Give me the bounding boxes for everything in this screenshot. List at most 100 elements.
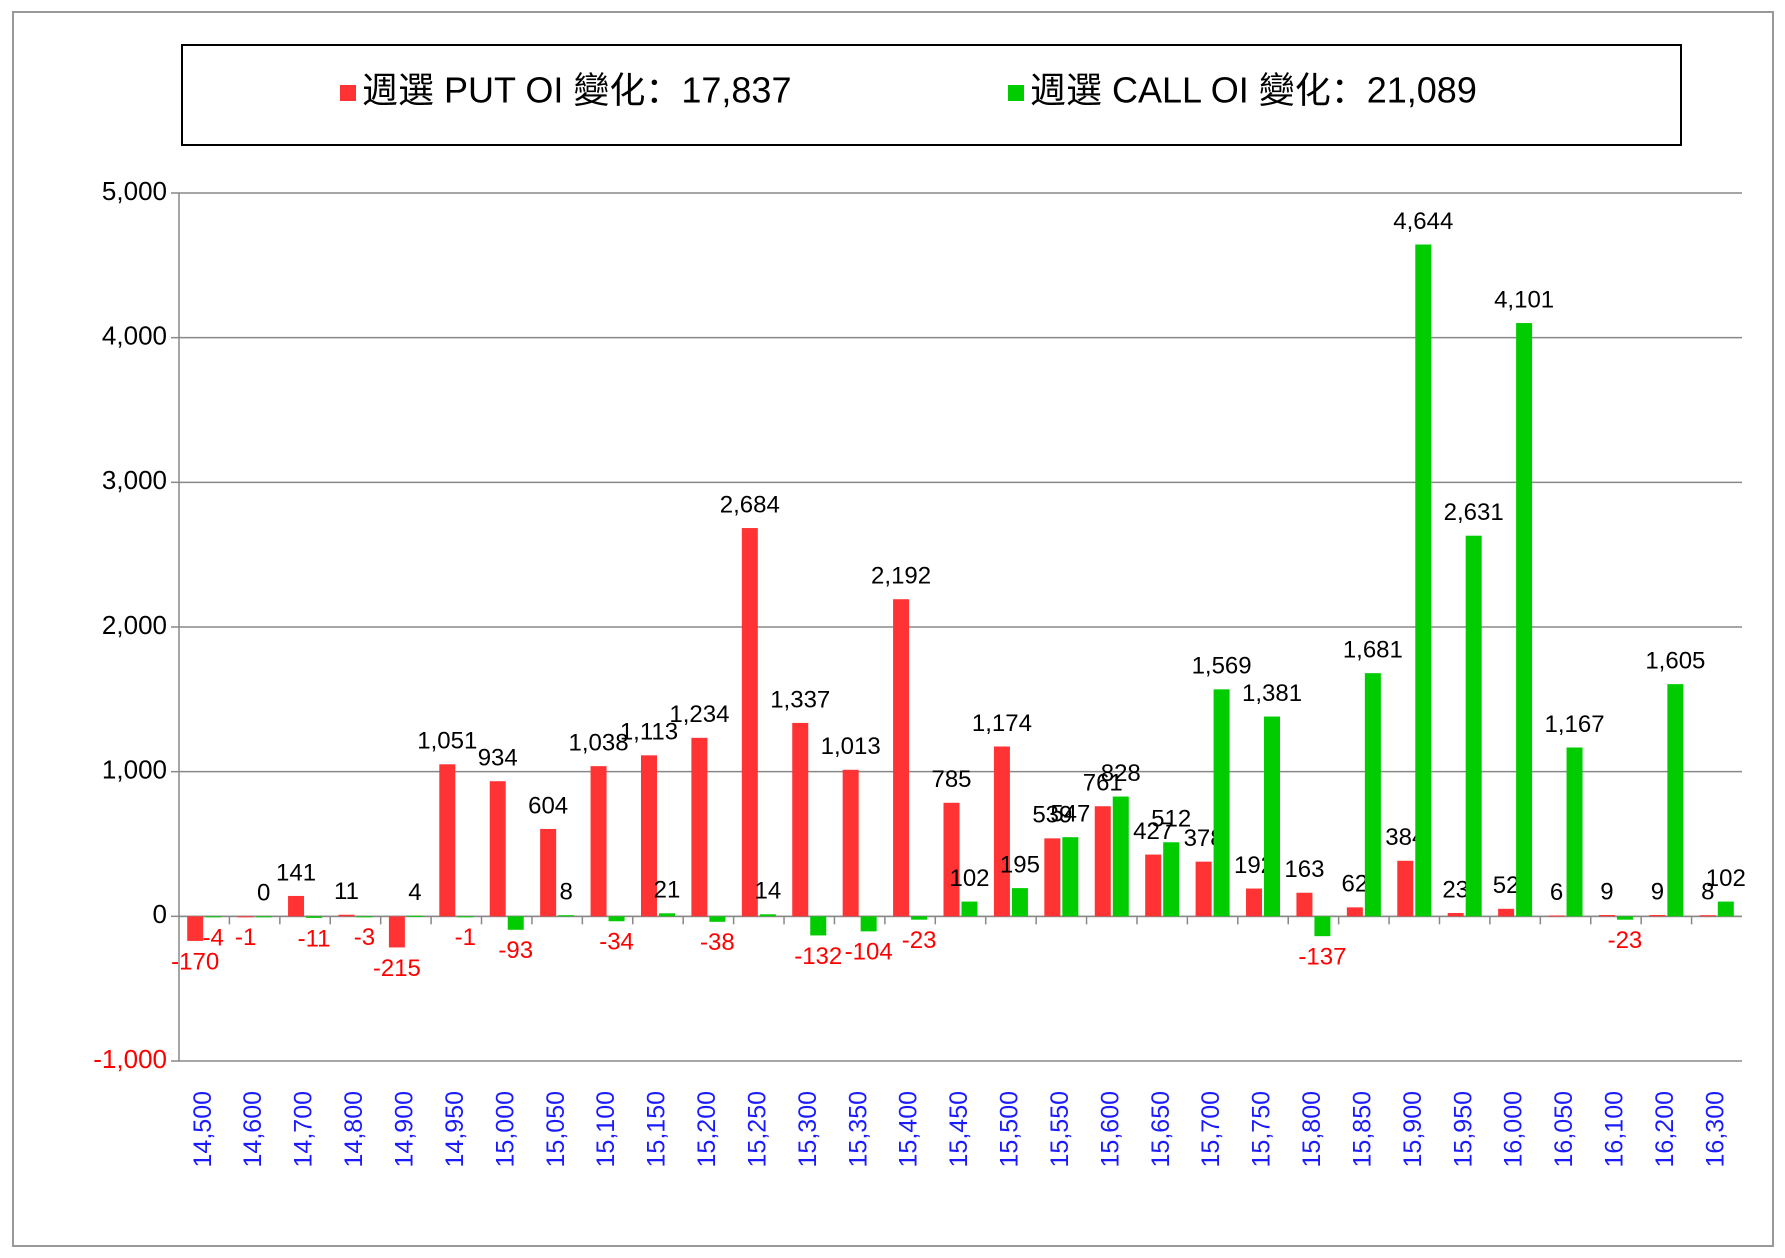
bar bbox=[1213, 689, 1230, 917]
bar bbox=[1346, 907, 1363, 917]
bar bbox=[489, 781, 506, 917]
bar bbox=[1094, 806, 1111, 917]
bar bbox=[1044, 838, 1061, 917]
bar bbox=[1415, 244, 1432, 917]
y-tick-label: 2,000 bbox=[102, 610, 167, 640]
bar bbox=[1011, 888, 1028, 917]
data-label: 1,167 bbox=[1545, 711, 1605, 738]
bar bbox=[288, 895, 305, 917]
bar bbox=[356, 916, 373, 918]
bar bbox=[439, 764, 456, 917]
legend-swatch bbox=[1008, 85, 1024, 101]
bar bbox=[911, 916, 928, 920]
bar bbox=[893, 599, 910, 917]
bar bbox=[658, 913, 675, 917]
bar bbox=[255, 916, 272, 918]
x-tick-label: 15,650 bbox=[1147, 1091, 1175, 1167]
bar bbox=[507, 916, 524, 930]
bar bbox=[1649, 915, 1666, 917]
x-tick-label: 15,550 bbox=[1046, 1091, 1074, 1167]
bar bbox=[792, 722, 809, 917]
data-label: -23 bbox=[1608, 927, 1643, 954]
data-label: 1,174 bbox=[972, 710, 1032, 737]
legend-label: 週選 CALL OI 變化：21,089 bbox=[1030, 70, 1477, 111]
bar bbox=[540, 828, 557, 917]
x-tick-label: 15,150 bbox=[643, 1091, 671, 1167]
x-tick-label: 14,700 bbox=[290, 1091, 318, 1167]
data-label: 828 bbox=[1101, 760, 1141, 787]
bar bbox=[860, 916, 877, 932]
y-tick-label: 0 bbox=[153, 899, 167, 929]
data-label: 8 bbox=[559, 879, 572, 906]
data-label: 195 bbox=[1000, 851, 1040, 878]
data-label: 2,631 bbox=[1444, 499, 1504, 526]
data-label: -38 bbox=[700, 929, 735, 956]
data-label: 102 bbox=[1706, 865, 1746, 892]
bar bbox=[1296, 892, 1313, 917]
bar bbox=[759, 914, 776, 917]
x-tick-label: 15,050 bbox=[542, 1091, 570, 1167]
bar bbox=[1717, 901, 1734, 917]
bar bbox=[961, 901, 978, 917]
bar bbox=[1465, 535, 1482, 917]
bar bbox=[1447, 913, 1464, 917]
data-label: 761 bbox=[1083, 770, 1123, 797]
x-tick-label: 16,300 bbox=[1701, 1091, 1729, 1167]
bar bbox=[1598, 915, 1615, 917]
data-label: -215 bbox=[373, 955, 421, 982]
data-label: 512 bbox=[1151, 806, 1191, 833]
data-label: -23 bbox=[902, 927, 937, 954]
y-tick-label: -1,000 bbox=[93, 1044, 167, 1074]
x-tick-label: 14,500 bbox=[189, 1091, 217, 1167]
bar bbox=[558, 915, 575, 917]
bar bbox=[1112, 796, 1129, 917]
x-tick-label: 15,300 bbox=[794, 1091, 822, 1167]
legend-swatch bbox=[340, 85, 356, 101]
data-label: 9 bbox=[1600, 878, 1613, 905]
bar bbox=[1246, 888, 1263, 917]
x-tick-label: 15,800 bbox=[1298, 1091, 1326, 1167]
bar bbox=[1163, 842, 1180, 917]
x-tick-label: 15,000 bbox=[491, 1091, 519, 1167]
x-tick-label: 15,250 bbox=[743, 1091, 771, 1167]
data-label: 1,038 bbox=[569, 730, 629, 757]
data-label: 934 bbox=[478, 745, 518, 772]
bar bbox=[842, 769, 859, 917]
bar bbox=[608, 916, 625, 922]
x-tick-label: 15,400 bbox=[895, 1091, 923, 1167]
data-label: 1,605 bbox=[1645, 647, 1705, 674]
data-label: -11 bbox=[298, 925, 331, 952]
data-label: 604 bbox=[528, 792, 568, 819]
bar bbox=[1062, 837, 1079, 917]
x-tick-label: 15,750 bbox=[1248, 1091, 1276, 1167]
data-label: 4 bbox=[408, 879, 421, 906]
data-label: 2,192 bbox=[871, 563, 931, 590]
data-label: -1 bbox=[455, 924, 476, 951]
data-label: -170 bbox=[171, 948, 219, 975]
x-tick-label: 15,950 bbox=[1449, 1091, 1477, 1167]
data-label: 1,569 bbox=[1192, 653, 1252, 680]
x-tick-label: 15,450 bbox=[945, 1091, 973, 1167]
y-tick-label: 4,000 bbox=[102, 321, 167, 351]
bar bbox=[1397, 860, 1414, 917]
bar bbox=[406, 915, 423, 917]
bar bbox=[1314, 916, 1331, 937]
data-label: 9 bbox=[1651, 878, 1664, 905]
bar bbox=[1145, 854, 1162, 917]
data-label: 6 bbox=[1550, 879, 1563, 906]
bar bbox=[640, 755, 657, 917]
data-label: 23 bbox=[1442, 876, 1469, 903]
data-label: 2,684 bbox=[720, 491, 780, 518]
y-tick-label: 3,000 bbox=[102, 465, 167, 495]
bar bbox=[741, 528, 758, 917]
data-label: 1,113 bbox=[620, 719, 678, 746]
bar bbox=[388, 916, 405, 948]
bar bbox=[1195, 861, 1212, 917]
data-label: 62 bbox=[1342, 871, 1369, 898]
legend-label: 週選 PUT OI 變化：17,837 bbox=[362, 70, 791, 111]
bar bbox=[205, 916, 222, 918]
x-tick-label: 14,900 bbox=[390, 1091, 418, 1167]
y-tick-label: 1,000 bbox=[102, 755, 167, 785]
data-label: -34 bbox=[599, 929, 634, 956]
bar bbox=[457, 916, 474, 918]
